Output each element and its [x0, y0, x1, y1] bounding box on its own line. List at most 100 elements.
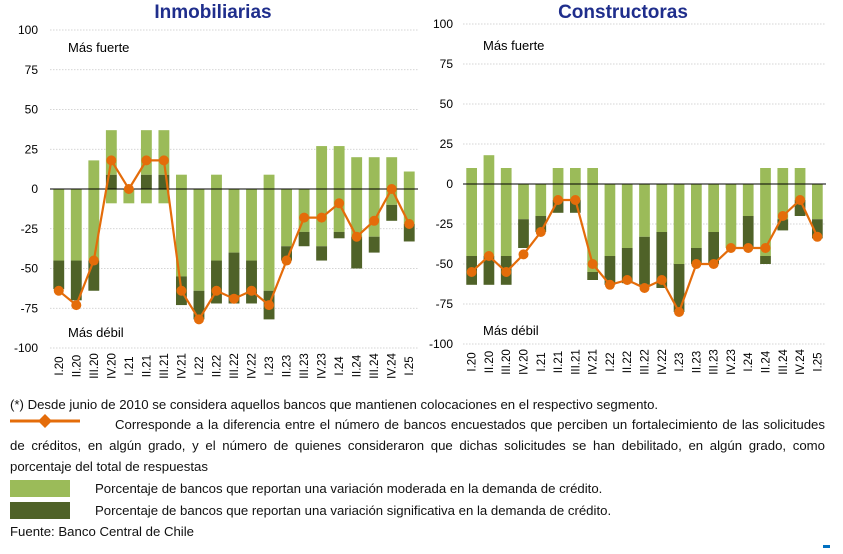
- x-tick-label: I.24: [334, 356, 346, 376]
- bar-moderate-negative: [88, 189, 100, 261]
- bar-moderate-negative: [466, 184, 478, 256]
- x-tick-label: IV.23: [726, 349, 738, 375]
- annotation-stronger: Más fuerte: [68, 40, 129, 55]
- bar-moderate-negative: [140, 189, 152, 204]
- net-balance-point: [211, 285, 222, 296]
- x-tick-label: II.20: [484, 351, 496, 373]
- y-tick-label: 25: [25, 142, 39, 156]
- x-tick-label: II.22: [211, 355, 223, 377]
- bar-moderate-negative: [604, 184, 616, 256]
- bar-moderate-positive: [140, 130, 152, 175]
- bar-moderate-positive: [386, 157, 398, 189]
- y-tick-label: -100: [14, 341, 38, 355]
- bar-moderate-negative: [518, 184, 529, 220]
- bar-moderate-negative: [742, 184, 754, 216]
- x-tick-label: III.20: [501, 349, 513, 375]
- net-balance-point: [264, 300, 275, 311]
- bar-moderate-positive: [211, 174, 222, 189]
- bar-moderate-negative: [777, 184, 789, 220]
- line-legend-sample: [10, 414, 80, 428]
- bar-moderate-negative: [403, 189, 415, 224]
- x-tick-label: III.24: [369, 353, 381, 379]
- bar-significant-negative: [708, 232, 720, 264]
- net-balance-point: [639, 283, 650, 293]
- x-tick-label: IV.20: [519, 349, 531, 375]
- x-tick-label: II.20: [71, 355, 83, 377]
- bar-significant-negative: [88, 260, 100, 291]
- bar-moderate-negative: [175, 189, 187, 277]
- x-tick-label: I.22: [194, 356, 206, 375]
- bar-significant-negative: [316, 246, 328, 261]
- bar-significant-negative: [742, 216, 754, 248]
- bar-moderate-negative: [639, 184, 650, 237]
- x-tick-label: IV.21: [176, 353, 188, 379]
- x-tick-label: IV.23: [317, 353, 329, 379]
- bar-moderate-negative: [811, 184, 823, 220]
- bar-moderate-negative: [123, 189, 135, 204]
- bar-significant-negative: [621, 248, 633, 284]
- x-tick-label: II.24: [352, 354, 364, 377]
- bar-significant-positive: [140, 174, 152, 189]
- bar-significant-negative: [760, 256, 771, 264]
- bar-moderate-positive: [569, 168, 581, 184]
- y-tick-label: -50: [21, 262, 39, 276]
- net-balance-point: [725, 243, 736, 253]
- net-balance-point: [674, 307, 685, 317]
- net-balance-point: [743, 243, 754, 253]
- source-note: Fuente: Banco Central de Chile: [10, 524, 195, 539]
- net-balance-point: [760, 243, 771, 253]
- bar-moderate-negative: [760, 184, 771, 256]
- bar-moderate-negative: [569, 184, 581, 200]
- bar-significant-negative: [690, 248, 702, 264]
- net-balance-point: [281, 255, 292, 266]
- net-balance-point: [53, 285, 64, 296]
- x-tick-label: I.25: [812, 352, 824, 371]
- bar-significant-negative: [569, 200, 581, 213]
- x-tick-label: II.23: [282, 355, 294, 377]
- net-balance-point: [604, 279, 615, 290]
- bar-moderate-negative: [246, 189, 257, 261]
- annotation-weaker: Más débil: [68, 325, 124, 340]
- bar-significant-negative: [403, 223, 415, 242]
- bar-moderate-negative: [70, 189, 82, 261]
- net-balance-point: [795, 195, 806, 205]
- bar-moderate-negative: [386, 189, 398, 205]
- x-tick-label: I.21: [124, 356, 136, 375]
- y-tick-label: -75: [21, 301, 39, 315]
- x-tick-label: I.22: [605, 352, 617, 371]
- bar-moderate-positive: [351, 157, 363, 189]
- x-tick-label: III.23: [299, 353, 311, 379]
- y-tick-label: 0: [446, 177, 453, 191]
- bar-moderate-positive: [760, 168, 771, 184]
- bar-moderate-positive: [88, 160, 100, 189]
- x-tick-label: IV.24: [387, 352, 399, 378]
- net-balance-point: [246, 285, 257, 296]
- bar-significant-negative: [333, 231, 345, 239]
- net-balance-point: [229, 293, 239, 304]
- bar-moderate-positive: [500, 168, 512, 184]
- x-tick-label: IV.22: [657, 349, 669, 375]
- y-tick-label: -75: [436, 297, 454, 311]
- chart-inmobiliarias: Inmobiliarias 100 75 50 25 0 -25 -50 -75 -100 Más …: [14, 2, 418, 379]
- x-tick-label: III.20: [89, 353, 101, 379]
- footnote: (*) Desde junio de 2010 se considera aqu…: [10, 397, 659, 412]
- bar-moderate-negative: [368, 189, 380, 237]
- y-tick-label: 100: [433, 17, 453, 31]
- bar-moderate-negative: [535, 184, 547, 216]
- net-balance-point: [483, 251, 494, 261]
- bar-moderate-negative: [351, 189, 363, 237]
- net-balance-point: [535, 227, 546, 237]
- chart-title: Inmobiliarias: [154, 2, 271, 23]
- net-balance-point: [518, 249, 529, 260]
- legend-moderate: Porcentaje de bancos que reportan una va…: [10, 478, 602, 498]
- y-tick-label: 75: [440, 57, 454, 71]
- x-tick-label: II.24: [761, 350, 773, 373]
- x-tick-label: I.23: [674, 352, 686, 371]
- net-balance-point: [622, 275, 633, 285]
- bar-significant-negative: [351, 236, 363, 269]
- net-balance-point: [708, 259, 719, 269]
- y-tick-label: -25: [21, 222, 39, 236]
- bar-moderate-negative: [587, 184, 599, 272]
- net-balance-point: [71, 300, 82, 311]
- net-balance-point: [466, 267, 477, 277]
